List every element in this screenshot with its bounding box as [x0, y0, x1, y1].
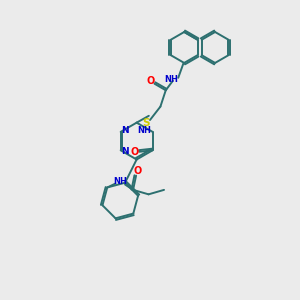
Text: NH: NH — [164, 75, 178, 84]
Text: N: N — [122, 126, 129, 135]
Text: O: O — [130, 147, 139, 157]
Text: O: O — [147, 76, 155, 86]
Text: N: N — [122, 147, 129, 156]
Text: NH: NH — [137, 126, 151, 135]
Text: S: S — [142, 118, 150, 128]
Text: O: O — [134, 167, 142, 176]
Text: NH: NH — [113, 177, 127, 186]
